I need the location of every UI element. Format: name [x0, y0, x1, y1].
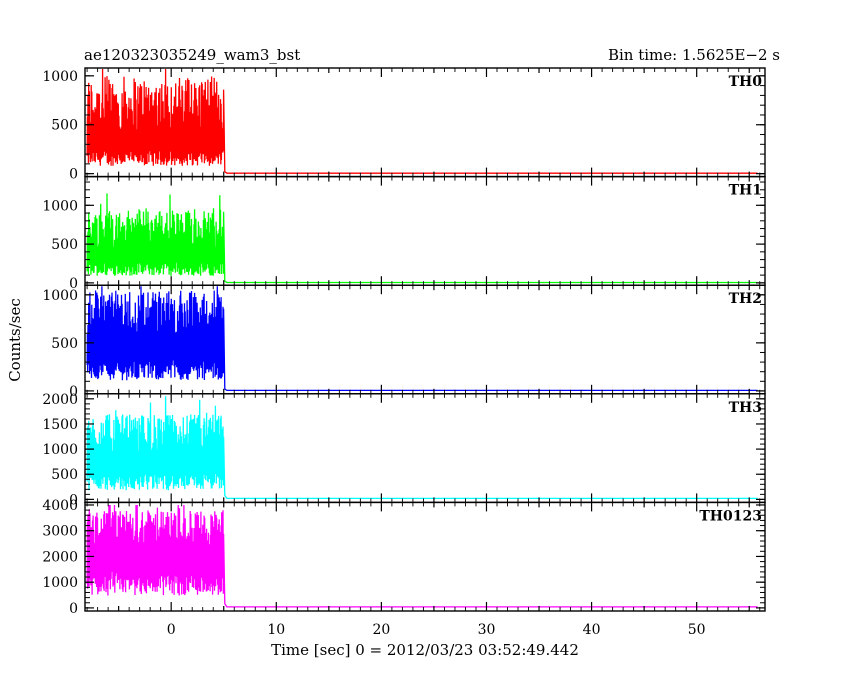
- series-line-th3: [86, 396, 758, 500]
- series-line-th2: [86, 286, 758, 392]
- chart-title-right: Bin time: 1.5625E−2 s: [608, 46, 780, 64]
- series-line-th1: [86, 193, 758, 284]
- y-tick-label: 1000: [42, 288, 78, 304]
- panel-label-th2: TH2: [729, 291, 762, 307]
- y-tick-label: 500: [51, 467, 78, 483]
- y-tick-label: 500: [51, 118, 78, 134]
- x-tick-label: 30: [478, 622, 496, 638]
- y-tick-label: 1000: [42, 198, 78, 214]
- x-tick-label: 10: [267, 622, 285, 638]
- x-tick-label: 20: [372, 622, 390, 638]
- y-tick-label: 1000: [42, 442, 78, 458]
- y-tick-label: 0: [69, 167, 78, 183]
- panel-label-th1: TH1: [729, 183, 762, 199]
- y-tick-label: 1000: [42, 575, 78, 591]
- chart-title-left: ae120323035249_wam3_bst: [84, 46, 300, 64]
- panel-label-th0123: TH0123: [699, 508, 762, 524]
- y-tick-label: 2000: [42, 549, 78, 565]
- panel-label-th0: TH0: [729, 74, 763, 90]
- series-line-th0123: [86, 504, 758, 608]
- y-tick-label: 1500: [42, 417, 78, 433]
- x-tick-label: 40: [583, 622, 601, 638]
- y-tick-label: 1000: [42, 69, 78, 85]
- y-tick-label: 0: [69, 384, 78, 400]
- x-tick-label: 0: [167, 622, 176, 638]
- x-tick-label: 50: [688, 622, 706, 638]
- y-tick-label: 0: [69, 276, 78, 292]
- panel-label-th3: TH3: [729, 400, 762, 416]
- x-axis-label: Time [sec] 0 = 2012/03/23 03:52:49.442: [271, 641, 579, 659]
- y-tick-label: 0: [69, 601, 78, 617]
- y-tick-label: 3000: [42, 524, 78, 540]
- y-tick-label: 0: [69, 492, 78, 508]
- y-tick-label: 4000: [42, 498, 78, 514]
- y-tick-label: 500: [51, 237, 78, 253]
- y-axis-label: Counts/sec: [6, 298, 24, 382]
- y-tick-label: 500: [51, 336, 78, 352]
- y-tick-label: 2000: [42, 392, 78, 408]
- series-line-th0: [86, 68, 758, 174]
